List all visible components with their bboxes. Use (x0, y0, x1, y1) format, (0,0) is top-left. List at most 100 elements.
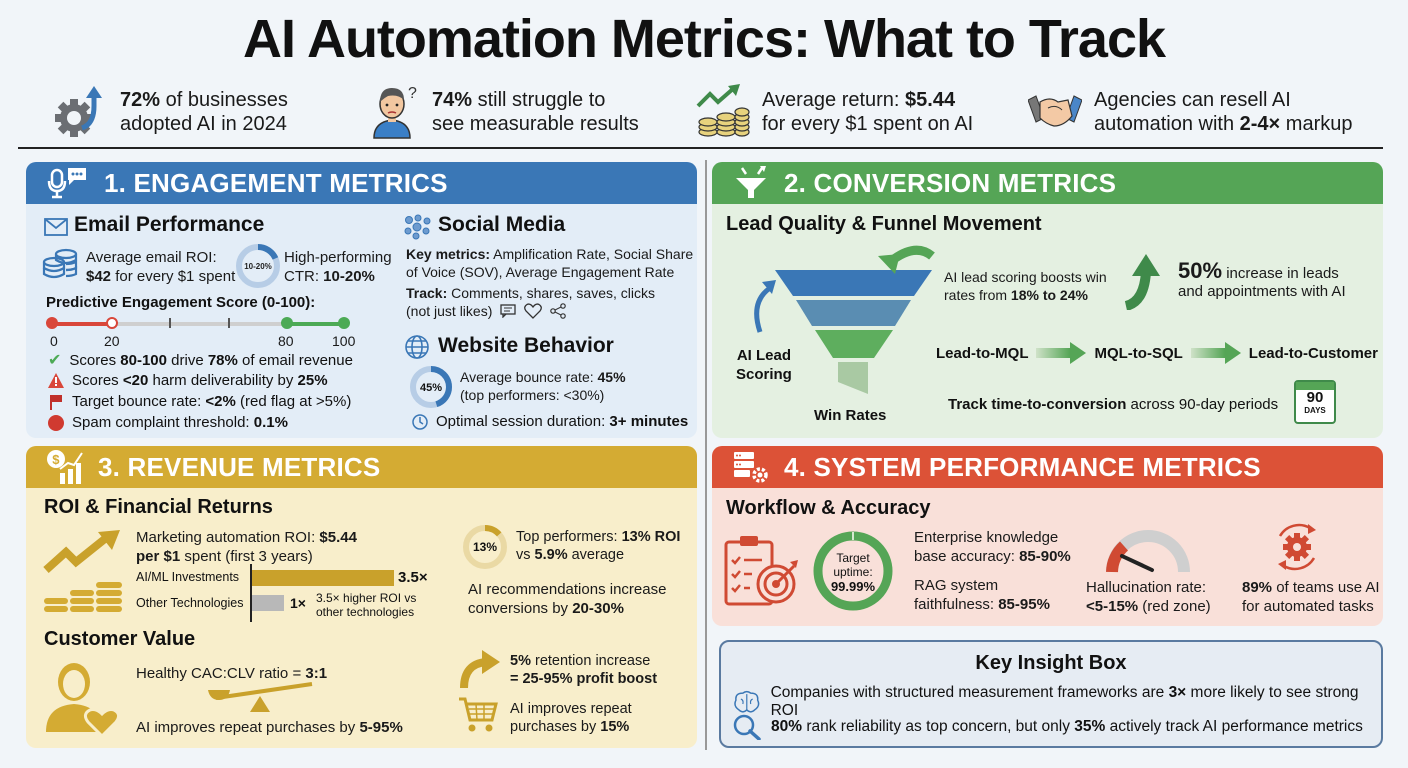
scale-label: 20 (104, 333, 120, 349)
header-divider (18, 147, 1383, 149)
conversion-flow: Lead-to-MQL MQL-to-SQL Lead-to-Customer (936, 342, 1378, 364)
engagement-score-scale (46, 317, 350, 329)
coins-growth-icon (43, 530, 122, 612)
stat-agencies: Agencies can resell AI automation with 2… (1028, 82, 1352, 142)
score-title: Predictive Engagement Score (0-100): (46, 294, 316, 311)
cac-clv-ratio: Healthy CAC:CLV ratio = 3:1 (136, 665, 328, 682)
leads-increase: 50% increase in leads and appointments w… (1178, 258, 1346, 301)
envelope-icon (44, 218, 68, 236)
bounce-ring-chart: 45% (410, 366, 452, 408)
globe-icon (405, 335, 429, 359)
comment-icon (500, 304, 517, 318)
insight-row: Companies with structured measurement fr… (733, 684, 1381, 720)
calendar-icon: 90 DAYS (1294, 380, 1336, 424)
insight-title: Key Insight Box (975, 652, 1127, 674)
time-to-conversion: Track time-to-conversion across 90-day p… (948, 396, 1279, 413)
stat-text: markup (1280, 113, 1353, 135)
server-gear-icon (734, 452, 768, 483)
money-chart-icon: $ (47, 450, 83, 484)
social-media-title: Social Media (438, 213, 566, 236)
sales-funnel-graphic (754, 245, 935, 394)
bar-value: 3.5× (398, 569, 428, 586)
rag-faithfulness: RAG system faithfulness: 85-95% (914, 577, 1050, 613)
bullet-low-score: Scores <20 harm deliverability by 25% (48, 372, 328, 389)
automation-gear-icon (1278, 523, 1316, 571)
stat-text: adopted AI in 2024 (120, 113, 287, 135)
heart-icon (524, 303, 543, 319)
lead-quality-title: Lead Quality & Funnel Movement (726, 213, 1042, 235)
social-key-metrics: Key metrics: Amplification Rate, Social … (406, 246, 694, 280)
stat-struggle: ? 74% still struggle to see measurable r… (370, 82, 639, 142)
svg-text:45%: 45% (420, 382, 442, 394)
teams-automation: 89% of teams use AI for automated tasks (1242, 579, 1380, 615)
coins-growth-icon (696, 84, 750, 137)
stat-value: 72% (120, 89, 161, 111)
ai-lead-scoring-label: AI Lead Scoring (736, 347, 792, 383)
column-divider (705, 160, 707, 750)
flag-icon (50, 394, 62, 410)
key-insight-box: Key Insight Box Companies with structure… (719, 640, 1383, 748)
hallucination-rate: Hallucination rate: <5-15% (red zone) (1086, 579, 1211, 615)
insight-row: 80% rank reliability as top concern, but… (733, 714, 1363, 740)
conversion-header: 2. CONVERSION METRICS (712, 162, 1383, 204)
bar-axis (250, 564, 252, 622)
revenue-title: 3. REVENUE METRICS (98, 451, 381, 482)
checklist-target-icon (724, 536, 798, 606)
conversion-panel: 2. CONVERSION METRICS Lead Quality & Fun… (712, 162, 1383, 438)
warning-icon (48, 373, 64, 388)
email-roi-value: $42 (86, 268, 112, 285)
ai-recommendations: AI recommendations increase conversions … (468, 581, 667, 617)
stat-value: 2-4× (1239, 113, 1281, 135)
stat-value: $5.44 (905, 89, 956, 111)
svg-text:Target: Target (836, 551, 870, 565)
svg-text:uptime:: uptime: (833, 565, 872, 579)
roi-title: ROI & Financial Returns (44, 496, 273, 518)
session-duration: Optimal session duration: 3+ minutes (412, 413, 688, 430)
top-performers-roi: Top performers: 13% ROI vs 5.9% average (516, 529, 681, 563)
curved-arrow-icon (460, 650, 500, 688)
gear-arrow-up-icon (55, 86, 102, 137)
email-roi: Average email ROI: $42 for every $1 spen… (86, 248, 235, 286)
funnel-icon (736, 166, 766, 198)
win-rates-label: Win Rates (814, 407, 887, 424)
cart-repeat-purchases: AI improves repeat purchases by 15% (510, 701, 632, 735)
scale-label: 100 (332, 333, 356, 349)
engagement-panel: 1. ENGAGEMENT METRICS Email Performance … (26, 162, 697, 438)
shopping-cart-icon (459, 697, 498, 732)
clock-icon (412, 413, 428, 430)
ctr-value: 10-20% (323, 268, 375, 285)
workflow-title: Workflow & Accuracy (726, 497, 931, 519)
email-performance-title: Email Performance (74, 213, 265, 236)
magnifier-icon (733, 714, 761, 740)
page-title: AI Automation Metrics: What to Track (242, 9, 1166, 69)
svg-text:10-20%: 10-20% (244, 262, 272, 271)
svg-text:99.99%: 99.99% (831, 579, 876, 594)
bullet-spam: Spam complaint threshold: 0.1% (48, 414, 288, 431)
bar-label: AI/ML Investments (136, 570, 240, 584)
confused-person-icon: ? (373, 85, 417, 139)
ctr-label: High-performing (284, 249, 392, 266)
customer-value-title: Customer Value (44, 628, 196, 650)
bar-note: 3.5× higher ROI vs other technologies (316, 591, 417, 619)
system-title: 4. SYSTEM PERFORMANCE METRICS (784, 451, 1261, 482)
red-dot-icon (48, 414, 64, 431)
system-panel: 4. SYSTEM PERFORMANCE METRICS Workflow &… (712, 446, 1383, 626)
flow-step: MQL-to-SQL (1094, 344, 1183, 362)
stat-text: still struggle to (472, 89, 606, 111)
svg-text:13%: 13% (473, 540, 497, 554)
engagement-header: 1. ENGAGEMENT METRICS (26, 162, 697, 204)
flow-arrow-icon (1190, 342, 1241, 364)
check-icon: ✔ (48, 352, 62, 369)
revenue-panel: $ 3. REVENUE METRICS ROI & Financial Ret… (26, 446, 697, 748)
marketing-automation-roi: Marketing automation ROI: $5.44 per $1 s… (136, 529, 357, 565)
share-icon (550, 303, 567, 319)
scale-label: 0 (50, 333, 58, 349)
flow-arrow-icon (1036, 342, 1087, 364)
bar-other (252, 595, 284, 611)
stat-text: for every $1 spent on AI (762, 113, 974, 135)
stat-text: of businesses (160, 89, 288, 111)
flow-step: Lead-to-MQL (936, 344, 1029, 362)
bar-value: 1× (290, 595, 306, 611)
customer-heart-icon (46, 663, 121, 736)
lead-scoring-boost: AI lead scoring boosts win rates from 18… (944, 269, 1107, 303)
